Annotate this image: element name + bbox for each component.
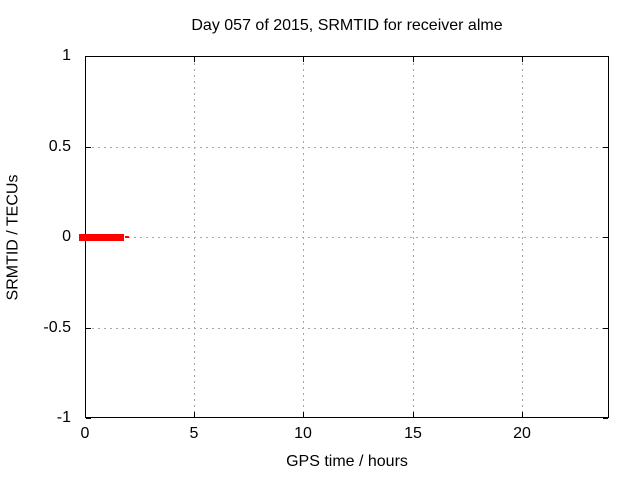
x-tick-bottom [413,412,414,417]
x-axis-label: GPS time / hours [286,453,408,470]
y-tick-label: 0 [62,228,71,245]
series-srmtid-segment [79,234,124,241]
x-tick-top [85,57,86,62]
y-tick-right [603,328,608,329]
x-tick-bottom [85,412,86,417]
x-tick-top [303,57,304,62]
x-tick-bottom [194,412,195,417]
x-tick-bottom [522,412,523,417]
gridline-horizontal [86,328,608,329]
y-tick-label: -1 [56,409,71,426]
y-tick-label: -0.5 [43,319,71,336]
x-tick-label: 20 [513,425,531,442]
y-tick-left [86,328,91,329]
x-tick-label: 0 [80,425,90,442]
x-tick-label: 10 [294,425,312,442]
y-tick-right [603,56,608,57]
x-tick-top [522,57,523,62]
gridline-horizontal [86,237,608,238]
x-tick-label: 15 [404,425,422,442]
chart-title: Day 057 of 2015, SRMTID for receiver alm… [191,17,503,34]
x-tick-label: 5 [189,425,199,442]
y-tick-left [86,56,91,57]
y-tick-right [603,418,608,419]
series-srmtid-segment [125,236,129,238]
y-tick-right [603,147,608,148]
y-tick-left [86,147,91,148]
y-tick-label: 1 [62,47,71,64]
x-tick-top [194,57,195,62]
x-tick-bottom [303,412,304,417]
y-tick-left [86,418,91,419]
y-tick-right [603,237,608,238]
gridline-horizontal [86,147,608,148]
x-tick-top [413,57,414,62]
y-tick-label: 0.5 [48,138,71,155]
